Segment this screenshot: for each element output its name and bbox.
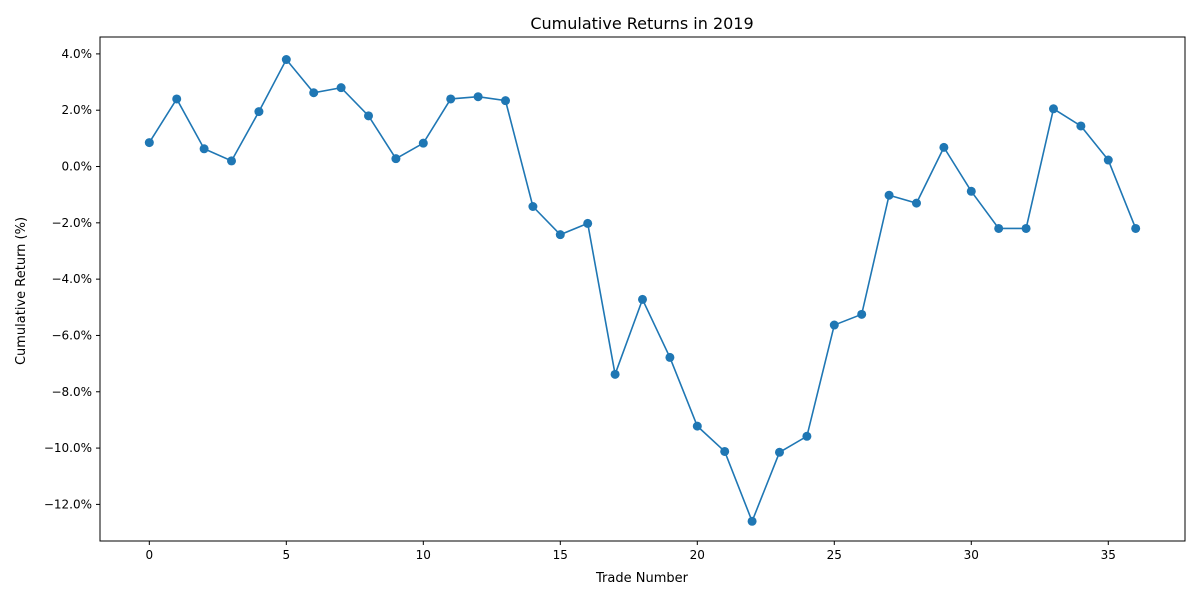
- x-axis-ticks: 0 5 10 15 20 25 30 35: [145, 541, 1116, 562]
- data-point: [994, 223, 1004, 233]
- data-point: [911, 198, 921, 208]
- data-point: [528, 202, 538, 212]
- data-point: [227, 156, 237, 166]
- x-tick-label: 10: [416, 548, 431, 562]
- y-axis-label: Cumulative Return (%): [14, 217, 29, 365]
- data-point: [966, 186, 976, 196]
- x-tick-label: 35: [1101, 548, 1116, 562]
- data-point: [857, 309, 867, 319]
- data-point: [309, 88, 319, 98]
- data-point: [254, 107, 264, 117]
- data-point: [774, 447, 784, 457]
- data-point: [747, 516, 757, 526]
- data-point: [610, 369, 620, 379]
- data-point: [199, 144, 209, 154]
- data-point: [665, 352, 675, 362]
- data-point: [555, 230, 565, 240]
- data-point: [418, 138, 428, 148]
- y-tick-label: −10.0%: [44, 441, 92, 455]
- data-point: [829, 320, 839, 330]
- x-axis-label: Trade Number: [595, 571, 689, 586]
- y-tick-label: −6.0%: [51, 328, 92, 342]
- data-point: [336, 83, 346, 93]
- x-tick-label: 25: [827, 548, 842, 562]
- y-tick-label: 4.0%: [62, 47, 93, 61]
- x-tick-label: 30: [964, 548, 979, 562]
- data-point: [1021, 223, 1031, 233]
- data-point: [802, 431, 812, 441]
- x-tick-label: 0: [145, 548, 153, 562]
- data-point: [692, 421, 702, 431]
- data-point: [939, 142, 949, 152]
- x-tick-label: 15: [553, 548, 568, 562]
- data-point: [144, 138, 154, 148]
- data-point: [1076, 121, 1086, 131]
- data-point: [501, 96, 511, 106]
- x-tick-label: 20: [690, 548, 705, 562]
- data-point: [364, 111, 374, 121]
- y-tick-label: −8.0%: [51, 385, 92, 399]
- data-point: [638, 294, 647, 304]
- data-point: [720, 446, 730, 456]
- data-point: [391, 154, 401, 164]
- data-point: [1103, 155, 1113, 165]
- y-tick-label: 0.0%: [62, 160, 93, 174]
- y-tick-label: −12.0%: [44, 497, 92, 511]
- y-tick-label: 2.0%: [62, 103, 93, 117]
- chart-title: Cumulative Returns in 2019: [530, 14, 753, 33]
- plot-area-frame: [99, 36, 1186, 542]
- data-point: [1048, 104, 1058, 114]
- data-point: [473, 92, 483, 102]
- data-point: [884, 190, 894, 200]
- x-tick-label: 5: [282, 548, 290, 562]
- y-tick-label: −4.0%: [51, 272, 92, 286]
- data-point: [1131, 223, 1141, 233]
- y-axis-ticks: 4.0% 2.0% 0.0% −2.0% −4.0% −6.0% −8.0% −10.0% −1…: [44, 47, 100, 511]
- data-point: [281, 55, 291, 65]
- data-point: [172, 94, 182, 104]
- series-layer: [144, 55, 1141, 526]
- data-point: [446, 94, 456, 104]
- data-point: [583, 218, 593, 228]
- y-tick-label: −2.0%: [51, 216, 92, 230]
